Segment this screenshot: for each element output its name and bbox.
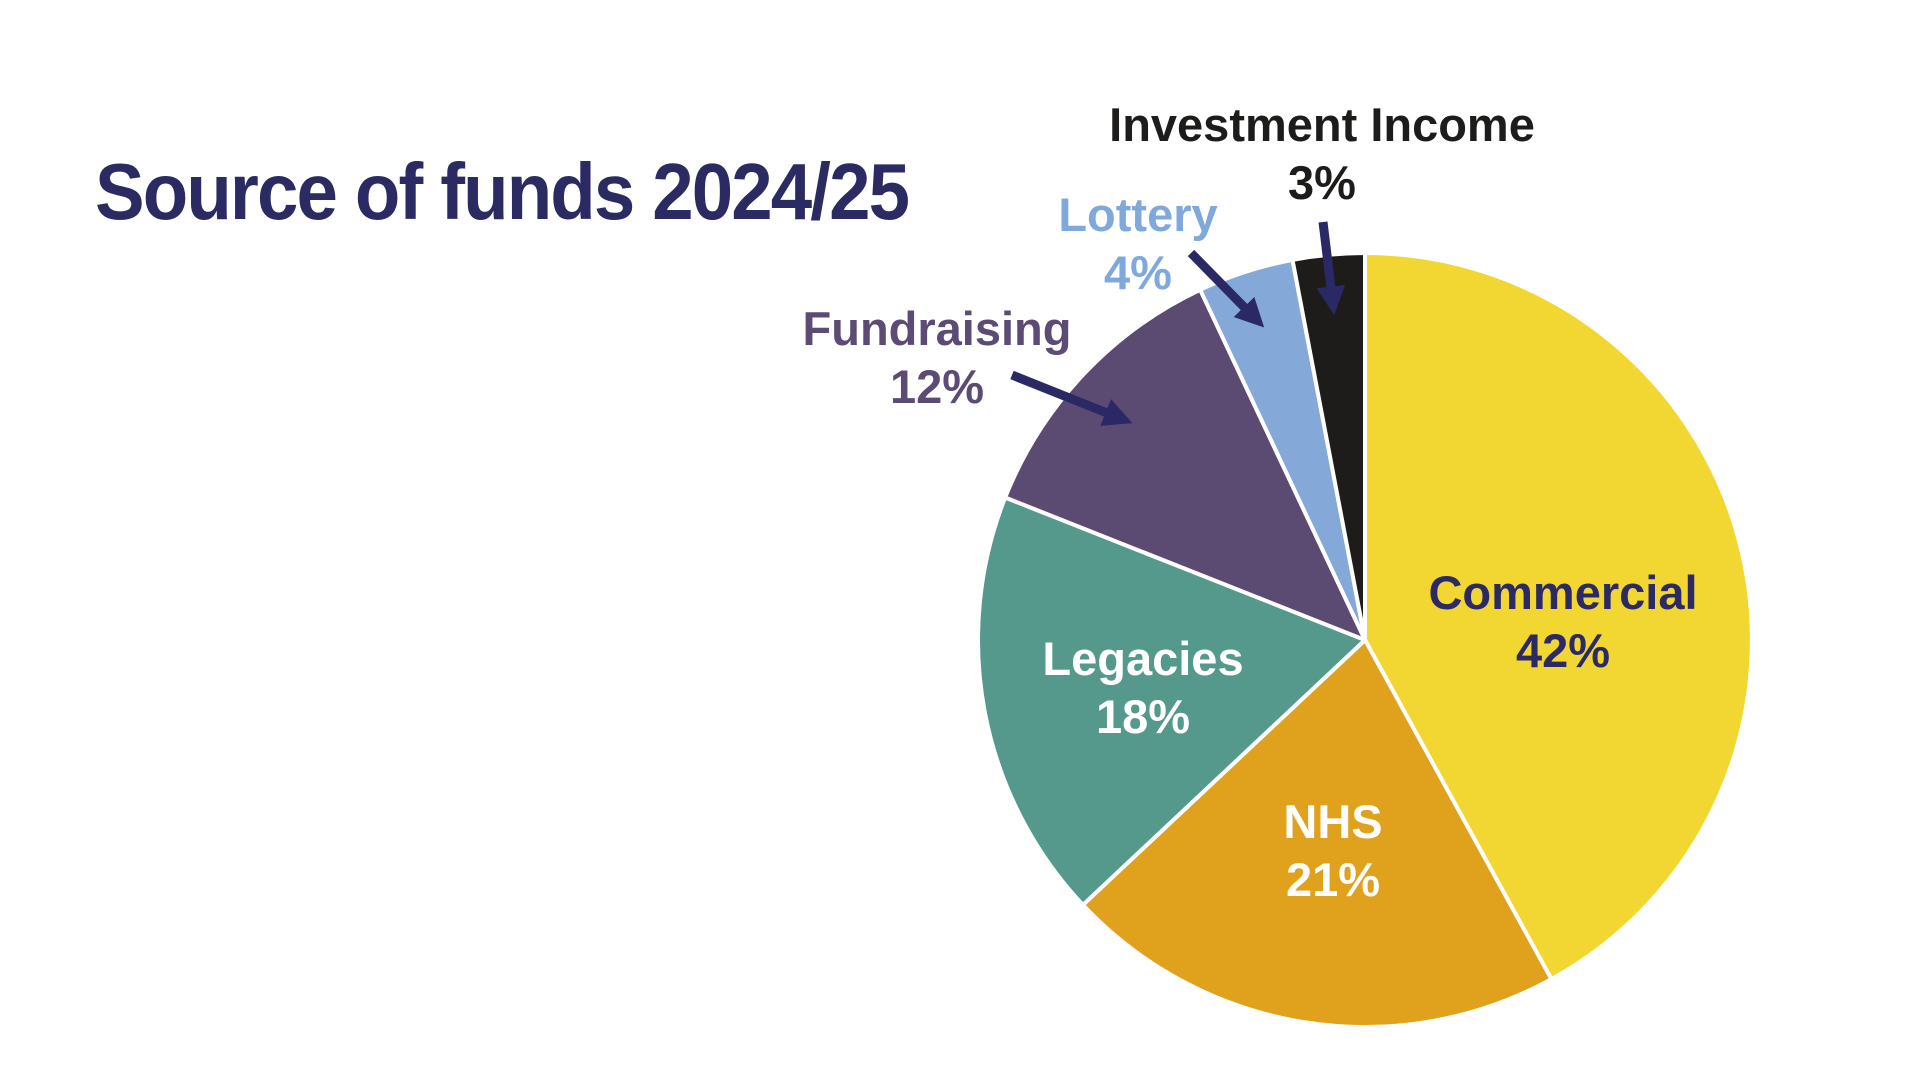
pie-slice-commercial bbox=[1363, 251, 1754, 982]
slice-name: Lottery bbox=[1058, 188, 1218, 241]
slice-name: Commercial bbox=[1428, 566, 1698, 619]
slice-percent: 3% bbox=[1288, 156, 1356, 209]
label-lottery: Lottery 4% bbox=[1058, 186, 1217, 302]
slice-name: Investment Income bbox=[1109, 98, 1535, 151]
label-legacies: Legacies 18% bbox=[1042, 630, 1243, 746]
slice-percent: 4% bbox=[1104, 246, 1172, 299]
lottery-arrow bbox=[1187, 249, 1265, 328]
label-fundraising: Fundraising 12% bbox=[803, 300, 1072, 416]
pie-slice-nhs bbox=[1080, 638, 1554, 1029]
fundraising-arrow bbox=[1010, 370, 1133, 426]
chart-title: Source of funds 2024/25 bbox=[95, 146, 910, 236]
label-nhs: NHS 21% bbox=[1283, 793, 1382, 909]
slice-percent: 21% bbox=[1285, 853, 1381, 906]
slice-name: NHS bbox=[1283, 795, 1383, 848]
label-investment-income: Investment Income 3% bbox=[1109, 96, 1535, 212]
pie-slice-legacies bbox=[976, 495, 1367, 907]
slice-percent: 12% bbox=[889, 360, 985, 413]
investment-income-arrow bbox=[1316, 221, 1346, 316]
pie-slice-fundraising bbox=[1003, 287, 1367, 642]
slice-percent: 42% bbox=[1515, 624, 1611, 677]
slice-percent: 18% bbox=[1095, 690, 1191, 743]
label-commercial: Commercial 42% bbox=[1428, 564, 1697, 680]
slice-name: Fundraising bbox=[802, 302, 1072, 355]
slice-name: Legacies bbox=[1042, 632, 1244, 685]
pie-slices-group bbox=[976, 251, 1754, 1029]
